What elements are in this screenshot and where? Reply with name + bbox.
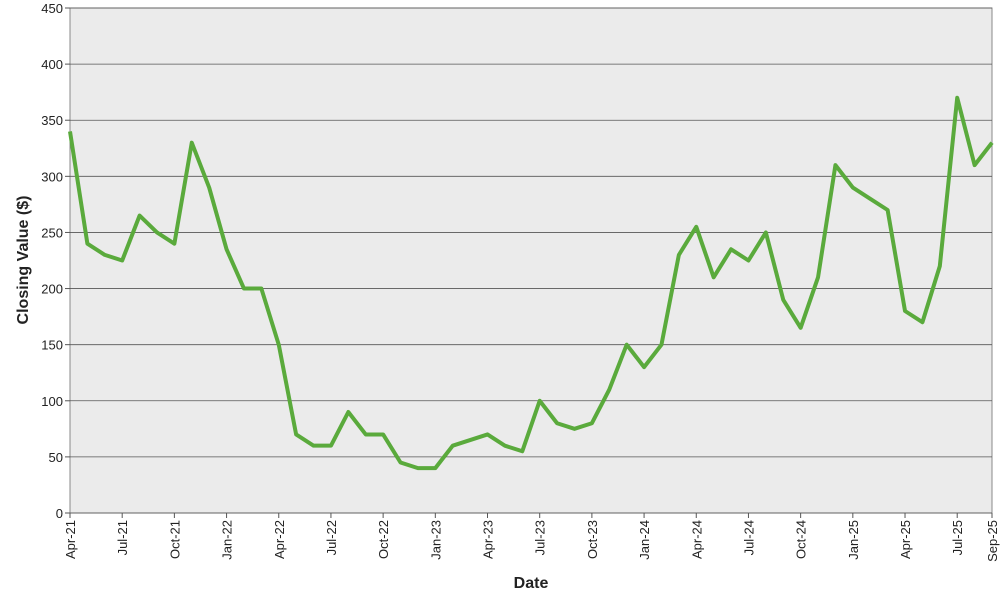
- x-tick-label: Jul-24: [741, 520, 756, 555]
- y-tick-label: 200: [41, 282, 63, 297]
- y-tick-label: 0: [56, 506, 63, 521]
- x-tick-label: Jan-25: [846, 520, 861, 560]
- x-tick-label: Sep-25: [985, 520, 1000, 562]
- y-tick-label: 300: [41, 169, 63, 184]
- x-tick-label: Jul-23: [533, 520, 548, 555]
- x-tick-label: Jul-21: [115, 520, 130, 555]
- x-tick-label: Jan-22: [220, 520, 235, 560]
- y-axis-label: Closing Value ($): [15, 196, 32, 325]
- x-tick-label: Apr-25: [898, 520, 913, 559]
- y-tick-label: 100: [41, 394, 63, 409]
- x-axis-label: Date: [514, 575, 549, 592]
- plot-area: [69, 7, 993, 514]
- x-tick-label: Oct-23: [585, 520, 600, 559]
- x-tick-label: Jul-22: [324, 520, 339, 555]
- x-tick-label: Apr-24: [689, 520, 704, 559]
- x-tick-label: Apr-23: [481, 520, 496, 559]
- y-tick-label: 400: [41, 57, 63, 72]
- x-tick-label: Oct-22: [376, 520, 391, 559]
- x-tick-label: Apr-22: [272, 520, 287, 559]
- y-tick-label: 50: [49, 450, 63, 465]
- x-tick-label: Oct-21: [167, 520, 182, 559]
- x-tick-label: Jul-25: [950, 520, 965, 555]
- x-tick-label: Jan-24: [637, 520, 652, 560]
- y-tick-label: 450: [41, 1, 63, 16]
- x-tick-label: Oct-24: [794, 520, 809, 559]
- line: [68, 95, 994, 471]
- y-tick-label: 250: [41, 225, 63, 240]
- y-tick-label: 150: [41, 338, 63, 353]
- y-tick-label: 350: [41, 113, 63, 128]
- x-tick-label: Apr-21: [63, 520, 78, 559]
- x-tick-label: Jan-23: [428, 520, 443, 560]
